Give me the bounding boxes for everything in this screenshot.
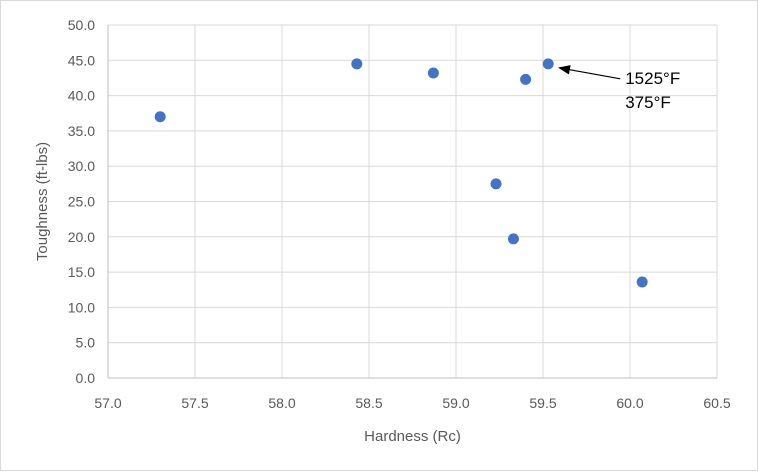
x-tick-label: 58.0 <box>268 395 295 411</box>
annotation-arrow <box>558 65 621 80</box>
data-points <box>154 58 648 288</box>
y-tick-label: 45.0 <box>68 52 95 68</box>
y-tick-label: 5.0 <box>76 335 96 351</box>
y-tick-label: 10.0 <box>68 299 95 315</box>
x-tick-label: 60.5 <box>703 395 730 411</box>
y-tick-label: 50.0 <box>68 17 95 33</box>
data-point <box>490 178 502 190</box>
gridlines <box>108 24 718 378</box>
data-point <box>542 58 554 70</box>
data-point <box>507 233 519 245</box>
x-tick-label: 60.0 <box>616 395 643 411</box>
y-tick-label: 30.0 <box>68 158 95 174</box>
x-axis-title: Hardness (Rc) <box>364 428 461 445</box>
x-tick-label: 59.0 <box>442 395 469 411</box>
y-tick-label: 15.0 <box>68 264 95 280</box>
data-point <box>154 111 166 123</box>
y-axis-title: Toughness (ft-lbs) <box>34 142 51 261</box>
axes: 57.0 57.5 58.0 58.5 59.0 59.5 60.0 60.5 0.0 5.0 10… <box>68 17 731 411</box>
data-point <box>427 67 439 79</box>
data-point <box>351 58 363 70</box>
x-tick-label: 57.5 <box>181 395 208 411</box>
data-point <box>520 73 532 85</box>
data-point <box>636 276 648 288</box>
x-tick-label: 57.0 <box>94 395 121 411</box>
y-tick-label: 35.0 <box>68 123 95 139</box>
x-tick-label: 59.5 <box>529 395 556 411</box>
y-tick-label: 20.0 <box>68 229 95 245</box>
annotation-label: 1525°F <box>625 69 680 88</box>
y-tick-label: 40.0 <box>68 88 95 104</box>
x-tick-label: 58.5 <box>355 395 382 411</box>
y-tick-label: 25.0 <box>68 194 95 210</box>
annotation-label: 375°F <box>625 93 671 112</box>
annotations: 1525°F 375°F <box>558 65 680 112</box>
y-tick-label: 0.0 <box>76 370 96 386</box>
